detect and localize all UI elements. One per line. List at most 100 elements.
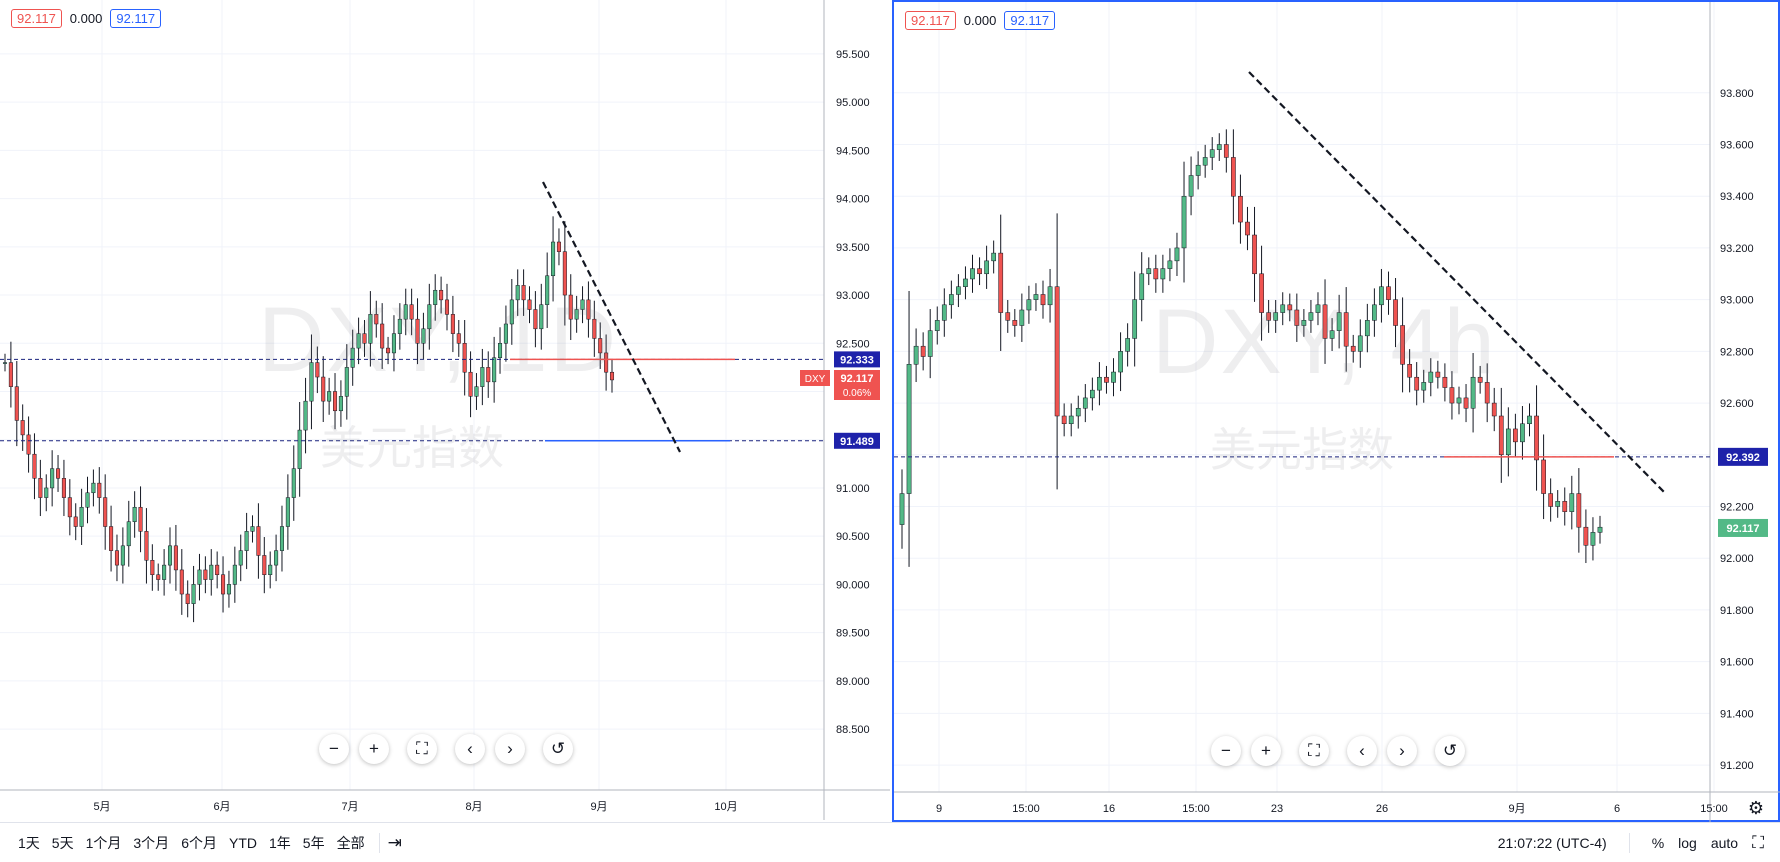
zoom-out-button[interactable]: − [319,734,349,764]
left-chart-canvas[interactable]: 95.500 95.000 94.500 94.000 93.500 93.000 92.5… [0,0,890,822]
candle-body [456,333,461,344]
candle-body [934,320,940,331]
symbol-tag-label: DXY [805,374,826,385]
candle-body [1386,286,1391,300]
watermark-symbol: DXY, 1D [258,289,619,391]
reset-chart-button[interactable]: ↺ [543,734,573,764]
left-chart-pane[interactable]: 95.500 95.000 94.500 94.000 93.500 93.000 92.5… [0,0,890,822]
candle-body [609,371,615,381]
candle-body [1534,415,1539,461]
right-chart-pane[interactable]: 93.800 93.600 93.400 93.200 93.000 92.800 92.6… [892,0,1780,822]
bid-price[interactable]: 92.117 [905,11,956,30]
candle-body [492,357,497,383]
candle-body [1054,286,1060,417]
candle-body [1252,234,1257,275]
range-5y[interactable]: 5年 [302,834,325,851]
candle-body [486,367,491,383]
price-tick-label: 92.600 [1720,398,1754,410]
candle-body [85,492,90,508]
candle-body [274,550,279,566]
log-toggle[interactable]: log [1678,834,1697,851]
percent-toggle[interactable]: % [1651,834,1665,851]
time-tick-label: 23 [1271,803,1283,815]
candle-body [32,453,37,479]
candle-body [556,241,561,252]
candle-body [109,526,114,551]
candle-body [1181,195,1187,249]
range-1d[interactable]: 1天 [18,834,40,851]
candle-body [503,323,508,344]
zoom-in-button[interactable]: + [359,734,389,764]
candle-body [238,550,243,566]
candle-body [1097,376,1102,391]
time-tick-label: 9月 [1508,803,1525,815]
candle-body [1188,175,1194,197]
reset-chart-button[interactable]: ↺ [1435,736,1465,766]
candle-body [1513,428,1518,443]
price-tick-label: 92.000 [1720,553,1754,565]
candle-body [203,569,208,580]
candle-body [1075,407,1081,417]
candle-body [551,241,556,277]
range-1y[interactable]: 1年 [268,834,291,851]
time-tick-label: 10月 [714,801,737,813]
fullscreen-button[interactable]: ⛶ [407,734,437,764]
candle-body [26,434,31,455]
scroll-right-button[interactable]: › [495,734,525,764]
candle-body [533,309,538,330]
range-6m[interactable]: 6个月 [181,834,217,851]
ask-price[interactable]: 92.117 [110,9,162,28]
clock-display: 21:07:22 (UTC-4) [1497,834,1607,851]
candle-body [1477,376,1483,383]
auto-toggle[interactable]: auto [1710,834,1739,851]
candle-body [1470,376,1476,409]
candle-body [1294,309,1300,326]
zoom-in-button[interactable]: + [1251,736,1281,766]
price-legend: 92.117 0.000 92.117 [11,9,162,28]
ask-price[interactable]: 92.117 [1004,11,1056,30]
candle-body [1005,312,1011,321]
candle-body [415,318,420,344]
candle-body [1372,304,1377,321]
right-chart-canvas[interactable]: 93.800 93.600 93.400 93.200 93.000 92.800 92.6… [894,2,1780,824]
candle-body [1414,376,1420,391]
zoom-out-button[interactable]: − [1211,736,1241,766]
price-tick-label: 94.500 [836,145,870,157]
gear-icon[interactable]: ⚙ [1747,798,1764,818]
scroll-right-button[interactable]: › [1387,736,1417,766]
candle-body [598,338,603,354]
candle-body [1033,294,1039,300]
candle-body [462,343,467,373]
price-tick-label: 90.000 [836,579,870,591]
range-all[interactable]: 全部 [336,834,365,851]
candle-body [14,386,19,421]
bid-price[interactable]: 92.117 [11,9,62,28]
time-tick-label: 15:00 [1182,803,1210,815]
price-tick-label: 91.000 [836,483,870,495]
fullscreen-button[interactable]: ⛶ [1299,736,1329,766]
candle-body [1111,371,1116,383]
candle-body [913,345,919,365]
candle-body [309,362,314,402]
maximize-icon[interactable]: ⛶ [1752,832,1764,852]
candle-body [1520,423,1525,443]
candle-body [1364,320,1370,337]
range-3m[interactable]: 3个月 [133,834,170,851]
candle-body [991,252,997,262]
range-1m[interactable]: 1个月 [85,834,122,851]
candle-body [956,286,961,295]
scroll-left-button[interactable]: ‹ [1347,736,1377,766]
candle-body [256,526,261,556]
range-ytd[interactable]: YTD [228,834,257,851]
scroll-left-button[interactable]: ‹ [455,734,485,764]
candle-body [1061,415,1067,425]
goto-date-icon[interactable]: ⇥ [387,832,402,852]
candle-body [927,330,933,357]
candle-body [1238,195,1243,223]
range-5d[interactable]: 5天 [51,834,74,851]
candle-body [515,285,520,301]
candle-body [427,304,432,330]
candle-body [179,569,184,595]
time-tick-label: 7月 [341,801,358,813]
price-tick-label: 95.500 [836,49,870,61]
